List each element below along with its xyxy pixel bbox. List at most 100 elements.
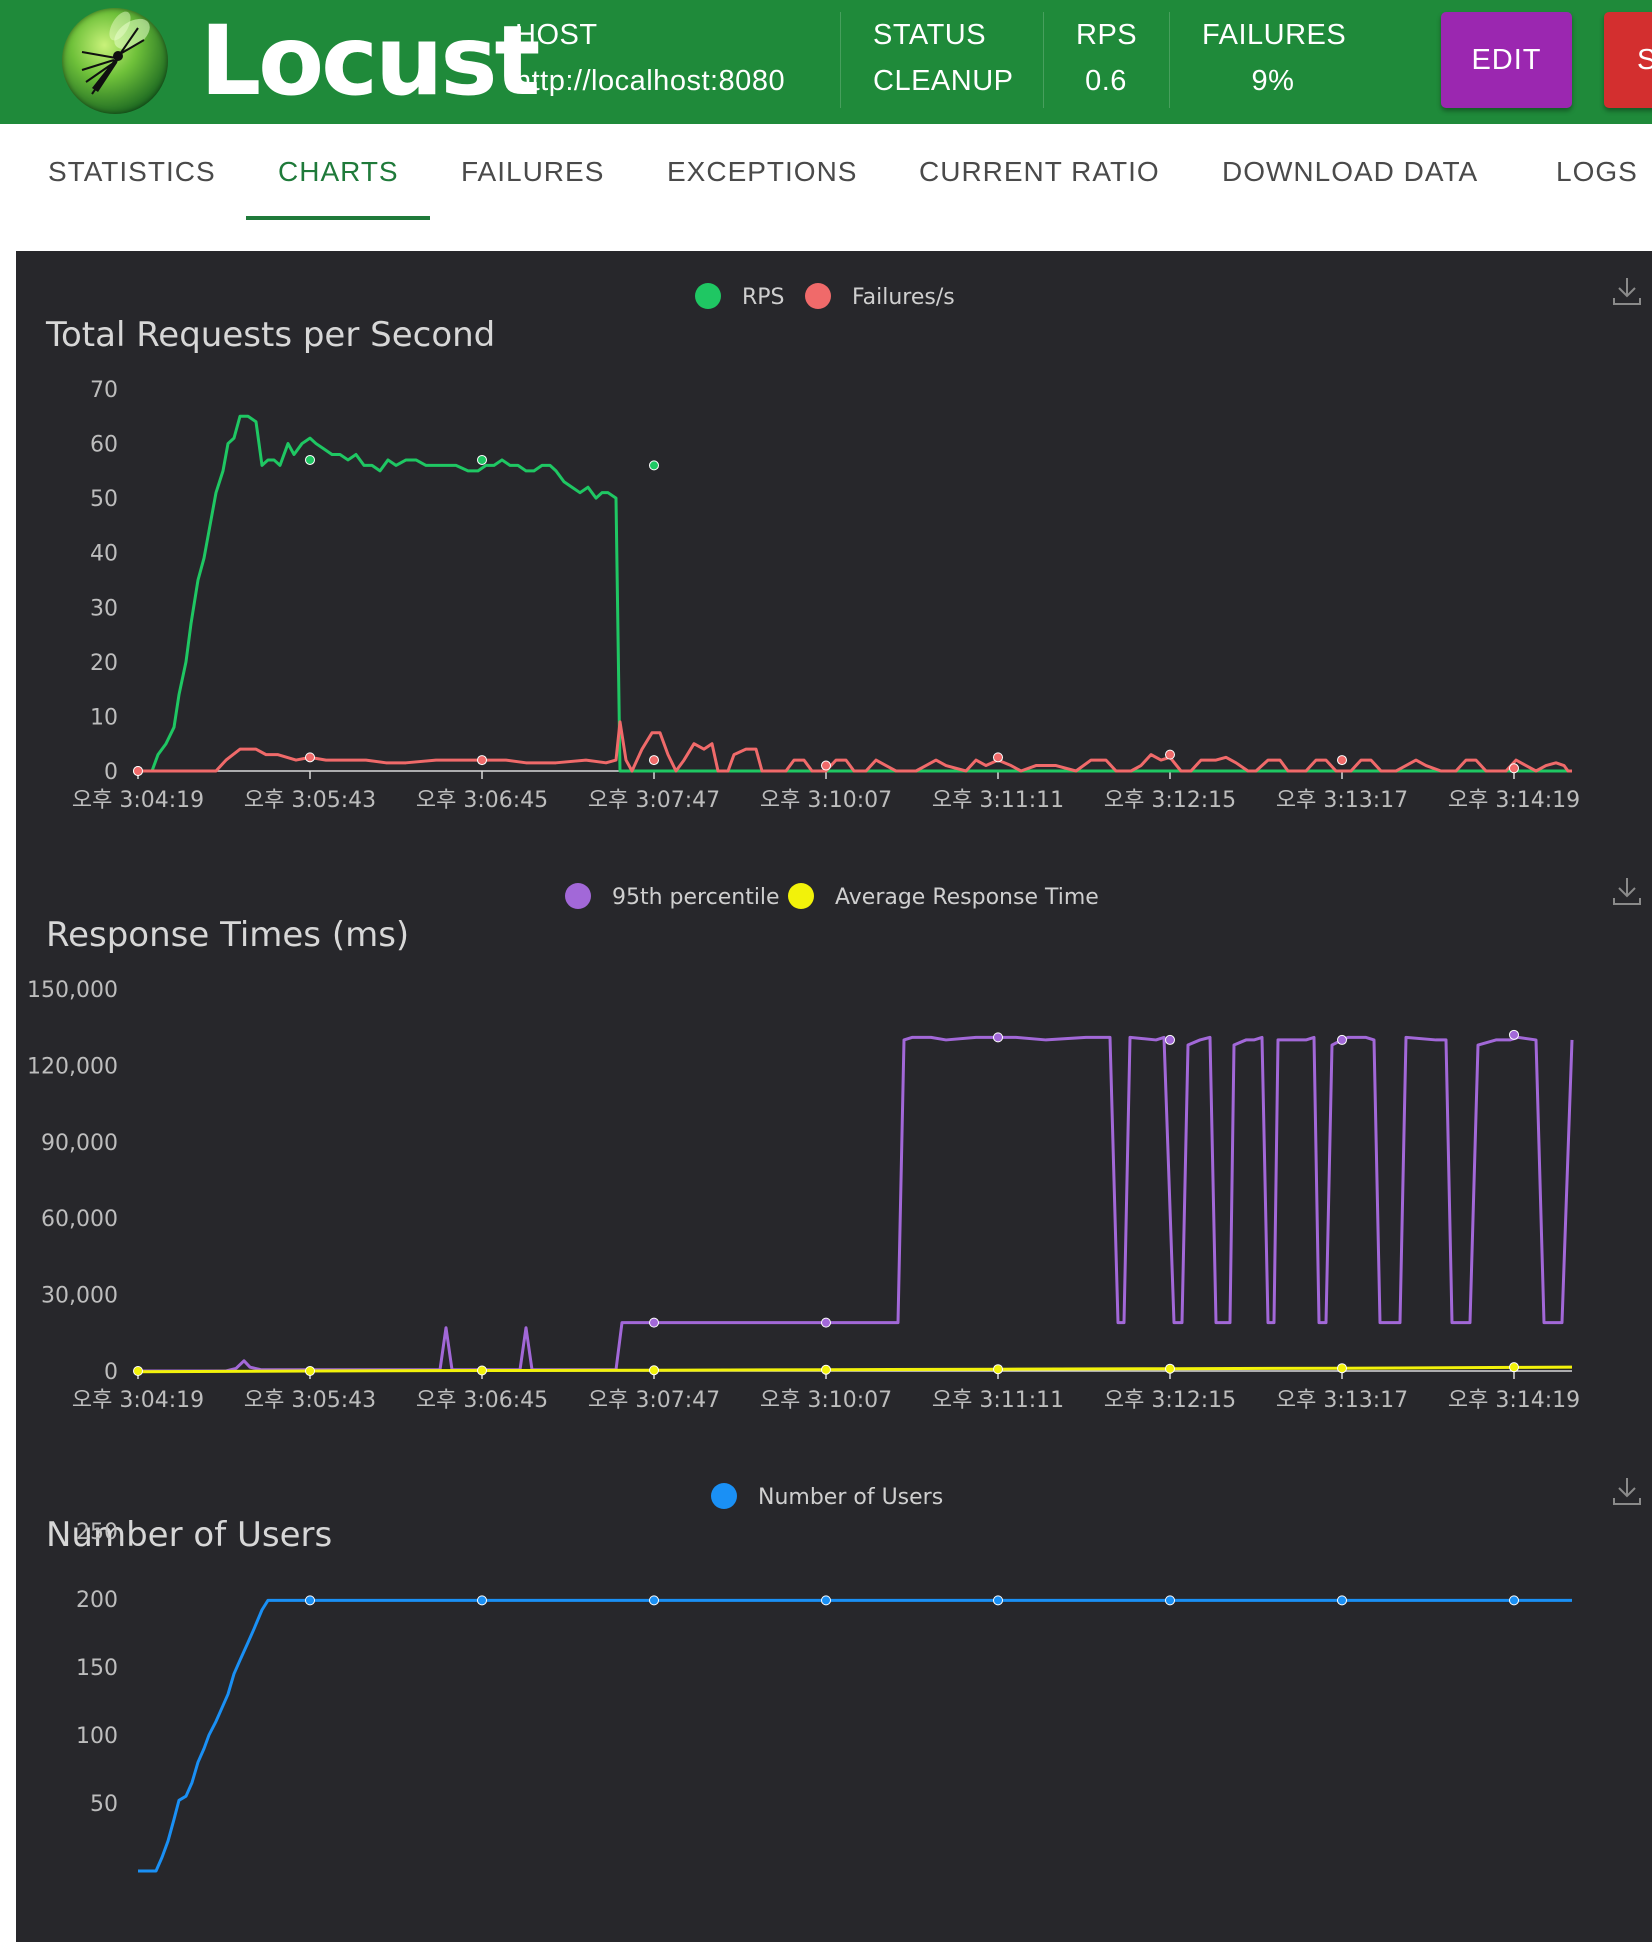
series-point-failures bbox=[821, 760, 831, 771]
x-tick-label: 오후 3:06:45 bbox=[416, 1388, 548, 1413]
download-tray bbox=[1613, 298, 1641, 305]
status-label: STATUS bbox=[873, 19, 987, 51]
series-point-p95 bbox=[1165, 1034, 1175, 1045]
x-tick-label: 오후 3:06:45 bbox=[416, 788, 548, 813]
charts-panel: Total Requests per Second RPS Failures/s 0 1… bbox=[16, 251, 1652, 1942]
x-tick-label: 오후 3:12:15 bbox=[1104, 1388, 1236, 1413]
y-tick-label: 20 bbox=[90, 651, 118, 676]
x-tick-label: 오후 3:10:07 bbox=[760, 1388, 892, 1413]
y-tick-label: 250 bbox=[76, 1520, 118, 1545]
series-line-average bbox=[137, 1365, 1573, 1374]
y-tick-label: 100 bbox=[76, 1724, 118, 1749]
series-point-failures bbox=[305, 752, 315, 763]
series-point-failures bbox=[993, 752, 1003, 763]
x-tick-label: 오후 3:04:19 bbox=[72, 788, 204, 813]
series-point-failures bbox=[133, 766, 143, 776]
legend-dot bbox=[805, 283, 831, 309]
y-tick-label: 120,000 bbox=[27, 1054, 118, 1079]
host-value: http://localhost:8080 bbox=[515, 65, 786, 97]
series-point-p95 bbox=[993, 1032, 1003, 1043]
x-tick-label: 오후 3:10:07 bbox=[760, 788, 892, 813]
locust-logo-icon bbox=[62, 8, 168, 114]
rps-value: 0.6 bbox=[1085, 65, 1127, 97]
y-tick-label: 70 bbox=[90, 378, 118, 403]
download-icon bbox=[1613, 278, 1641, 305]
legend-dot bbox=[565, 883, 591, 909]
host-stat: HOST http://localhost:8080 bbox=[515, 14, 785, 102]
series-point-p95 bbox=[1337, 1034, 1347, 1045]
tab-logs[interactable]: LOGS bbox=[1556, 156, 1638, 187]
y-tick-label: 150 bbox=[76, 1656, 118, 1681]
series-point-users bbox=[1509, 1595, 1519, 1606]
series-point-rps bbox=[477, 454, 487, 465]
download-tray bbox=[1613, 898, 1641, 905]
legend-dot bbox=[711, 1483, 737, 1509]
edit-button[interactable]: EDIT bbox=[1441, 12, 1572, 108]
download-tray bbox=[1613, 1498, 1641, 1505]
series-point-average bbox=[305, 1366, 315, 1376]
series-point-average bbox=[993, 1364, 1003, 1375]
download-icon bbox=[1613, 878, 1641, 905]
series-point-average bbox=[1509, 1362, 1519, 1373]
download-arrow bbox=[1618, 1478, 1636, 1498]
tab-exceptions[interactable]: EXCEPTIONS bbox=[667, 156, 858, 187]
series-point-average bbox=[133, 1366, 143, 1376]
x-tick-label: 오후 3:11:11 bbox=[932, 788, 1064, 813]
x-tick-label: 오후 3:07:47 bbox=[588, 1388, 720, 1413]
brand-title: Locust bbox=[200, 5, 540, 117]
series-line-rps bbox=[138, 414, 1572, 773]
series-point-p95 bbox=[821, 1317, 831, 1328]
divider bbox=[840, 12, 841, 108]
x-tick-label: 오후 3:05:43 bbox=[244, 788, 376, 813]
tab-charts[interactable]: CHARTS bbox=[278, 156, 399, 187]
tab-download-data[interactable]: DOWNLOAD DATA bbox=[1222, 156, 1479, 187]
y-tick-label: 200 bbox=[76, 1588, 118, 1613]
series-point-users bbox=[649, 1595, 659, 1606]
y-tick-label: 60,000 bbox=[41, 1207, 118, 1232]
legend-dot bbox=[695, 283, 721, 309]
tab-failures[interactable]: FAILURES bbox=[461, 156, 605, 187]
legend-label: Number of Users bbox=[758, 1485, 943, 1510]
legend-dot bbox=[788, 883, 814, 909]
series-point-users bbox=[821, 1595, 831, 1606]
y-tick-label: 90,000 bbox=[41, 1131, 118, 1156]
x-tick-label: 오후 3:04:19 bbox=[72, 1388, 204, 1413]
x-tick-label: 오후 3:05:43 bbox=[244, 1388, 376, 1413]
tab-statistics[interactable]: STATISTICS bbox=[48, 156, 216, 187]
legend-label: 95th percentile bbox=[612, 885, 780, 910]
series-line-users bbox=[138, 1598, 1572, 1873]
divider bbox=[1169, 12, 1170, 108]
series-point-failures bbox=[477, 755, 487, 766]
series-point-rps bbox=[649, 460, 659, 471]
series-line-p95 bbox=[138, 1035, 1574, 1373]
tab-bar: STATISTICS CHARTS FAILURES EXCEPTIONS CU… bbox=[0, 124, 1652, 220]
chart-title: Response Times (ms) bbox=[46, 915, 409, 955]
y-tick-label: 40 bbox=[90, 542, 118, 567]
series-point-failures bbox=[649, 755, 659, 766]
rps-label: RPS bbox=[1076, 19, 1138, 51]
y-tick-label: 0 bbox=[104, 760, 118, 785]
series-point-users bbox=[1337, 1595, 1347, 1606]
host-label: HOST bbox=[515, 19, 598, 51]
series-point-failures bbox=[1509, 763, 1519, 774]
x-tick-label: 오후 3:13:17 bbox=[1276, 1388, 1408, 1413]
y-tick-label: 150,000 bbox=[27, 978, 118, 1003]
series-point-average bbox=[477, 1365, 487, 1376]
series-point-failures bbox=[1165, 749, 1175, 760]
series-point-users bbox=[477, 1595, 487, 1606]
stop-button[interactable]: S bbox=[1604, 12, 1652, 108]
y-tick-label: 60 bbox=[90, 433, 118, 458]
tab-current-ratio[interactable]: CURRENT RATIO bbox=[919, 156, 1160, 187]
y-tick-label: 50 bbox=[90, 487, 118, 512]
series-point-average bbox=[1337, 1363, 1347, 1374]
legend-label: Average Response Time bbox=[835, 885, 1099, 910]
series-point-p95 bbox=[1509, 1029, 1519, 1040]
charts-canvas: Total Requests per Second RPS Failures/s 0 1… bbox=[27, 278, 1641, 1873]
chart-title: Number of Users bbox=[46, 1515, 332, 1555]
series-point-failures bbox=[1337, 755, 1347, 766]
legend-label: RPS bbox=[742, 285, 785, 310]
series-point-users bbox=[1165, 1595, 1175, 1606]
y-tick-label: 10 bbox=[90, 705, 118, 730]
download-icon bbox=[1613, 1478, 1641, 1505]
status-stat: STATUS CLEANUP bbox=[873, 14, 1014, 102]
